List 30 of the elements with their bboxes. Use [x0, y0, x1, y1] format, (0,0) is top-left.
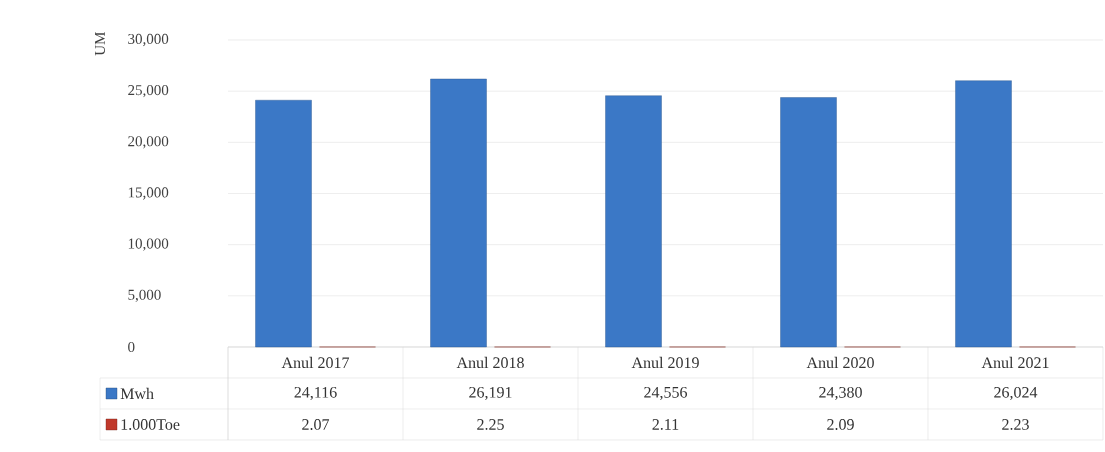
y-tick-label: 30,000 — [128, 33, 169, 47]
data-label: 26,024 — [994, 386, 1038, 401]
x-tick-label: Anul 2018 — [456, 356, 524, 369]
data-label: 26,191 — [469, 386, 512, 401]
y-tick-label: 10,000 — [128, 238, 169, 251]
legend-label: 1.000Toe — [121, 419, 180, 430]
x-tick-label: Anul 2020 — [806, 356, 874, 369]
data-label: 2.25 — [477, 419, 504, 430]
x-tick-label: Anul 2019 — [631, 356, 699, 369]
data-label: 2.07 — [302, 419, 330, 430]
data-label: 24,556 — [644, 386, 688, 401]
data-label: 24,116 — [294, 386, 337, 401]
data-label: 2.09 — [827, 419, 854, 430]
legend-label: Mwh — [120, 387, 154, 400]
x-tick-label: Anul 2021 — [981, 356, 1049, 369]
x-tick-label: Anul 2017 — [281, 356, 350, 369]
y-tick-label: 15,000 — [128, 187, 169, 200]
y-tick-label: 25,000 — [128, 85, 169, 98]
bar — [255, 100, 312, 348]
bar — [430, 78, 487, 348]
bar — [605, 95, 662, 348]
bar — [955, 80, 1012, 348]
y-tick-label: 20,000 — [128, 136, 169, 149]
data-label: 24,380 — [819, 386, 862, 401]
y-tick-label: 0 — [128, 341, 135, 353]
y-axis-title: UM — [95, 31, 105, 56]
y-tick-label: 5,000 — [128, 289, 161, 302]
data-label: 2.23 — [1002, 419, 1029, 430]
data-label: 2.11 — [652, 419, 679, 430]
bar — [780, 97, 837, 348]
